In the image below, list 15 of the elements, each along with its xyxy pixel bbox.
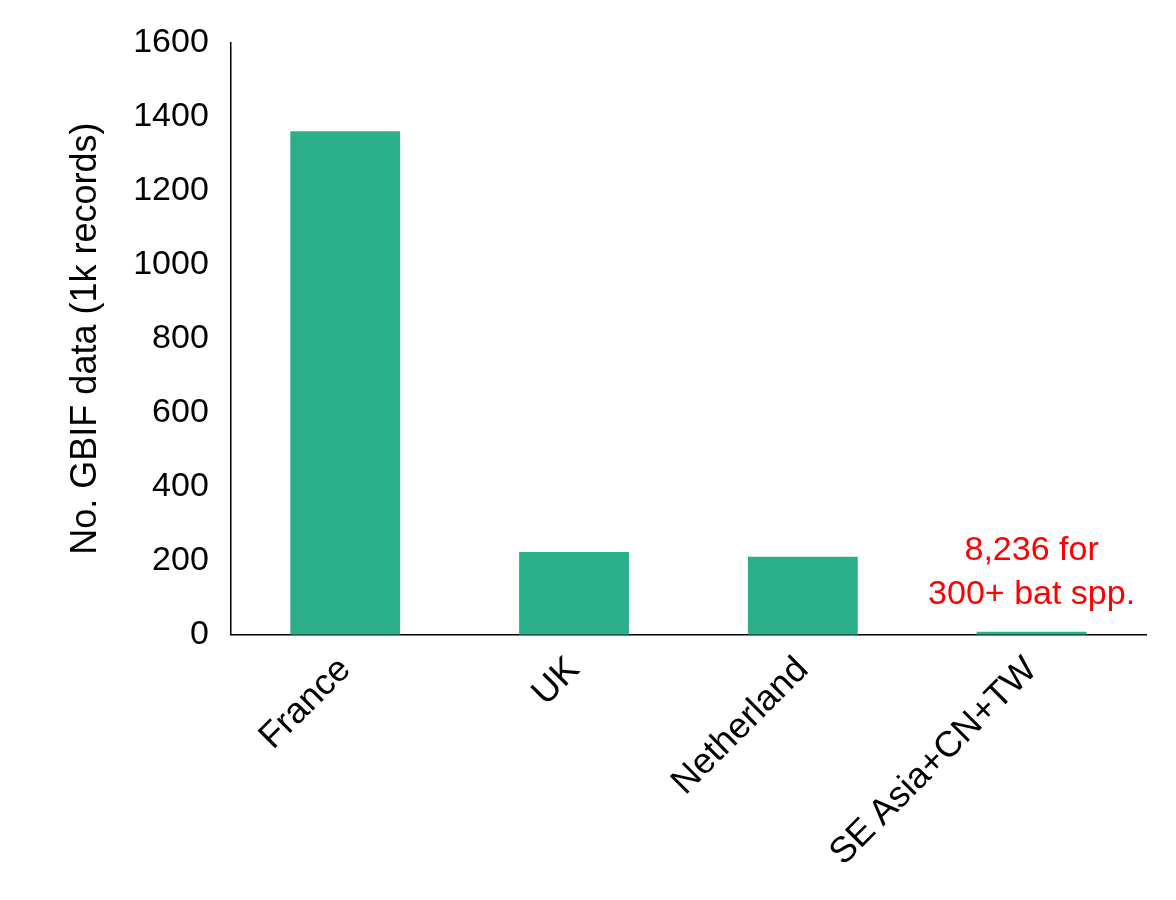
- y-tick-label: 200: [152, 539, 209, 578]
- bar: [519, 551, 629, 635]
- y-tick-label: 1600: [133, 20, 209, 59]
- y-tick-label: 0: [189, 613, 209, 652]
- bar: [290, 131, 401, 635]
- y-tick-label: 400: [152, 465, 209, 504]
- y-axis-title: No. GBIF data (1k records): [62, 122, 104, 555]
- annotation: 8,236 for 300+ bat spp.: [928, 528, 1136, 611]
- y-tick-label: 1000: [133, 242, 209, 281]
- y-tick-label: 800: [152, 316, 209, 355]
- bar: [747, 556, 858, 635]
- y-tick-label: 1200: [133, 168, 209, 207]
- y-tick-label: 1400: [133, 94, 209, 133]
- y-tick-label: 600: [152, 391, 209, 430]
- x-tick-label: UK: [522, 647, 587, 713]
